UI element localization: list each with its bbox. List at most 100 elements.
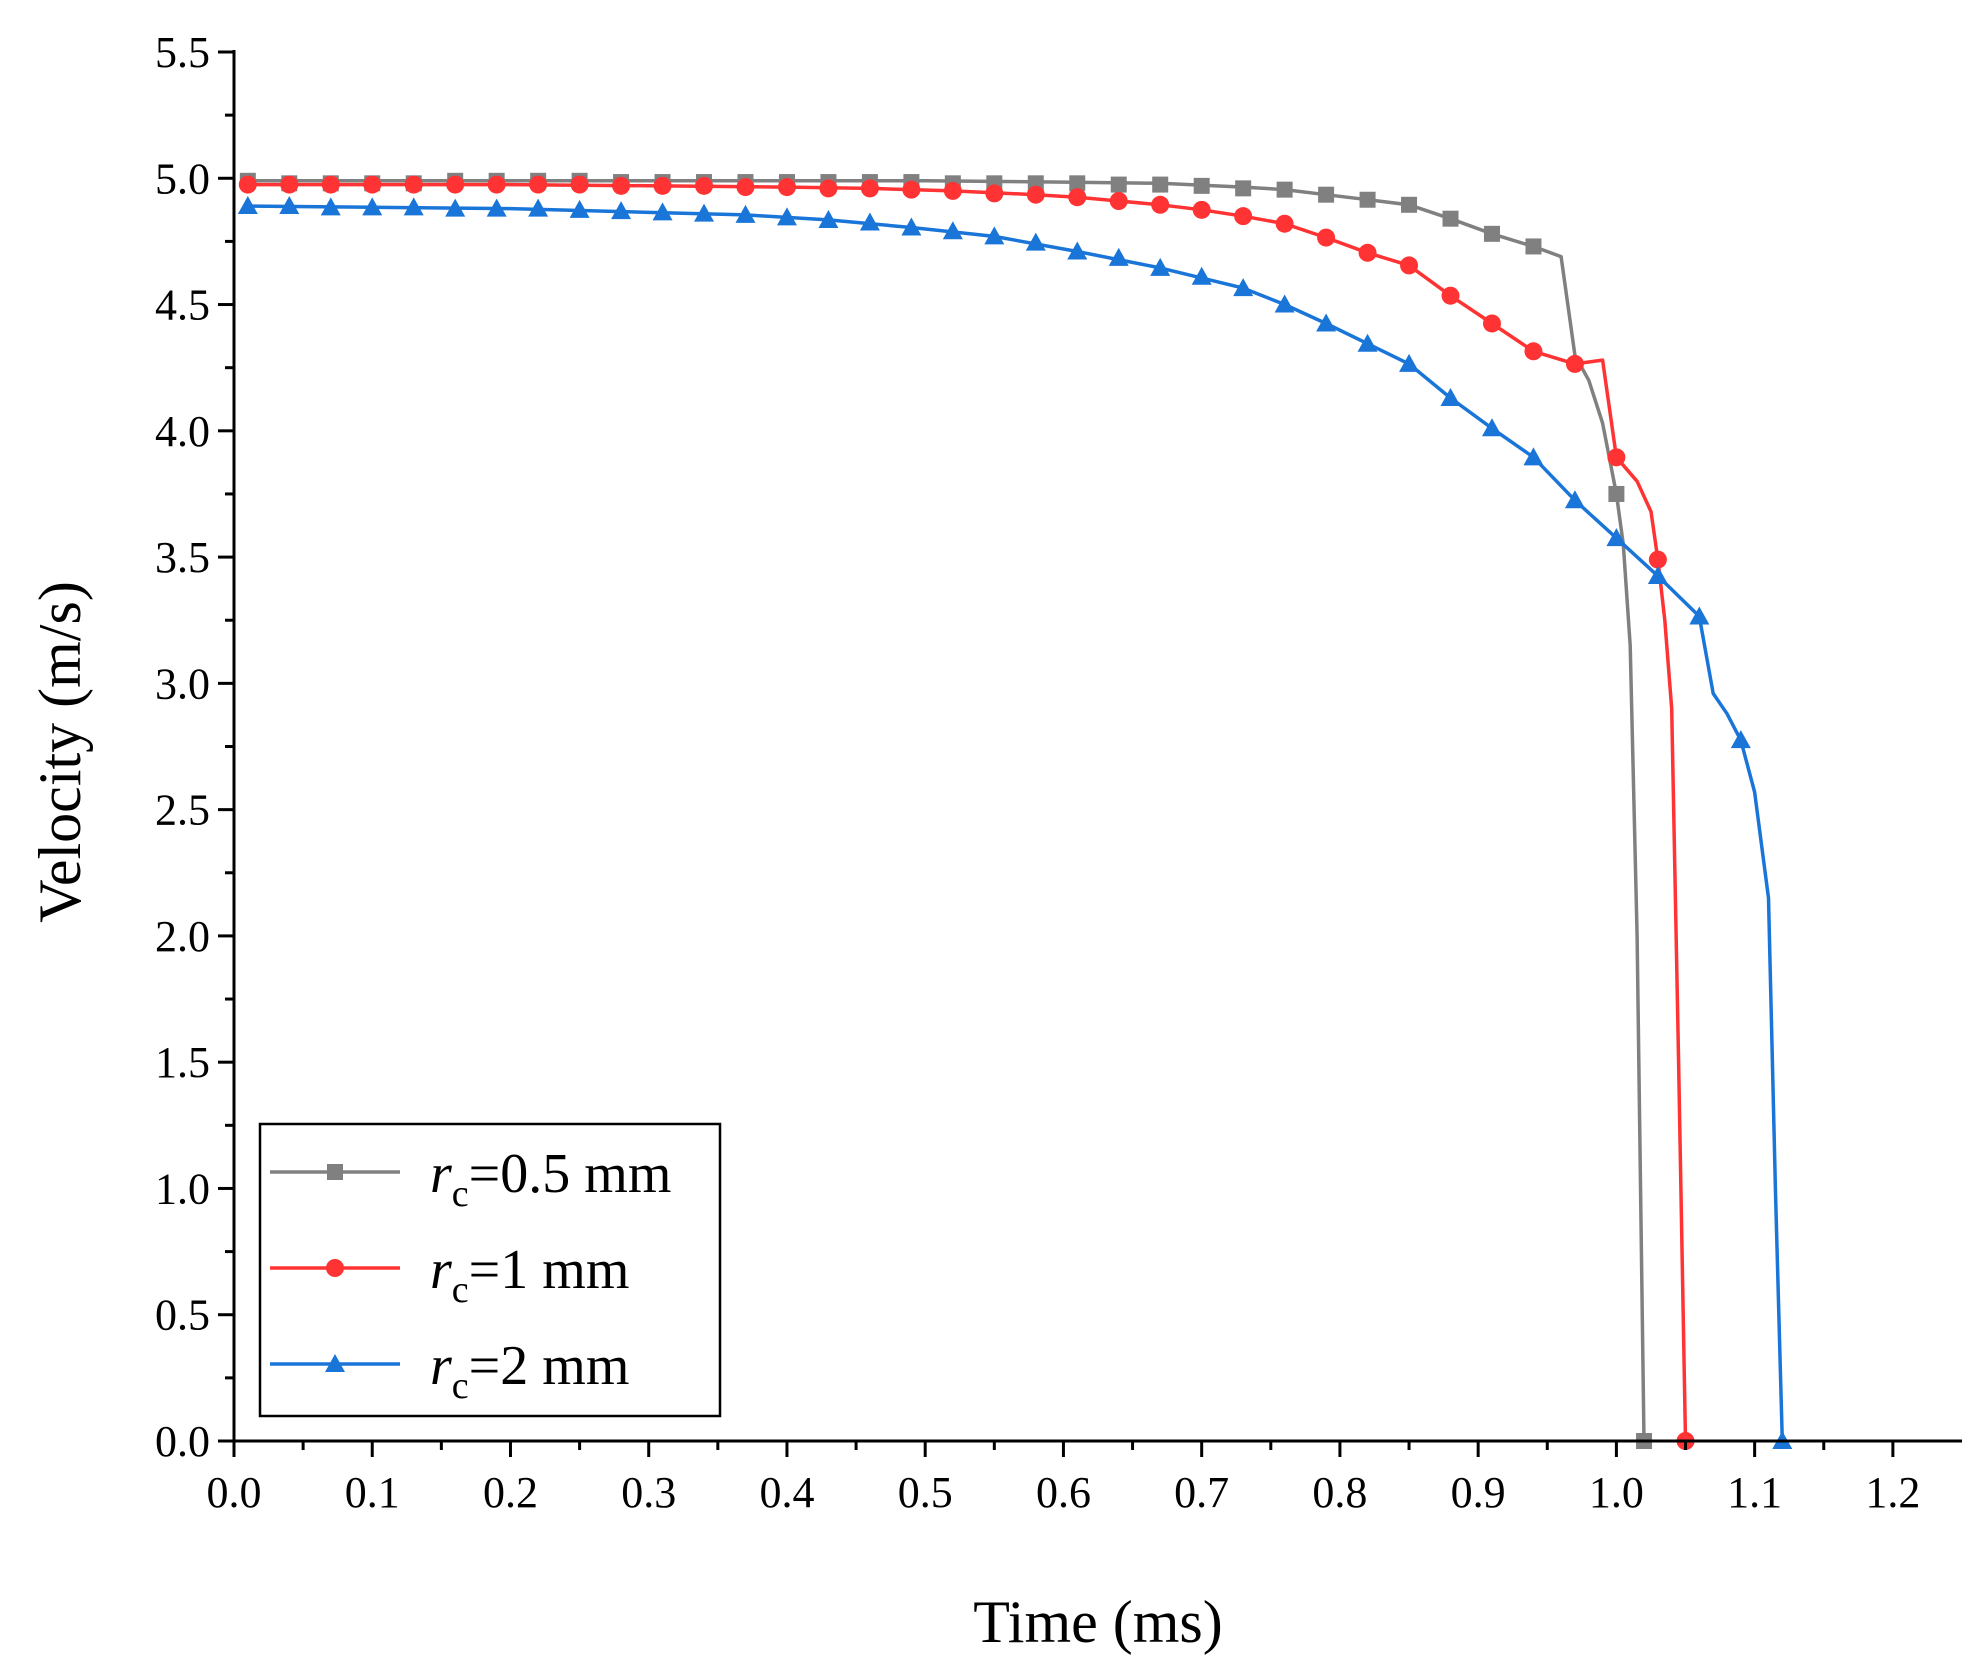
data-point: [529, 175, 548, 194]
data-point: [1068, 188, 1087, 207]
data-point: [570, 175, 589, 194]
data-point: [1318, 186, 1335, 203]
data-point: [528, 198, 549, 217]
data-point: [1234, 207, 1253, 226]
data-point: [238, 175, 257, 194]
x-tick-label: 0.9: [1451, 1468, 1506, 1517]
data-point: [1442, 210, 1459, 227]
data-point: [1317, 228, 1336, 247]
series-rc-1-mm: [238, 175, 1695, 1450]
legend-item: rc=0.5 mm: [270, 1143, 671, 1215]
data-point: [1193, 177, 1210, 194]
data-point: [1151, 195, 1170, 214]
data-point: [1191, 266, 1212, 285]
data-point: [1400, 256, 1419, 275]
y-tick-label: 1.5: [155, 1038, 210, 1087]
data-point: [653, 176, 672, 195]
data-point: [818, 209, 839, 228]
y-tick-label: 0.0: [155, 1417, 210, 1466]
data-point: [1440, 387, 1461, 406]
data-point: [777, 178, 796, 197]
legend-item: rc=2 mm: [270, 1335, 629, 1407]
y-tick-label: 1.0: [155, 1164, 210, 1213]
data-point: [1564, 490, 1585, 509]
data-point: [1730, 730, 1751, 749]
data-point: [1316, 313, 1337, 332]
data-point: [237, 196, 258, 215]
x-tick-label: 0.4: [759, 1468, 814, 1517]
data-point: [860, 179, 879, 198]
axes-layer: 0.0 0.1 0.2 0.3 0.4 0.5 0.6 0.7 0.8 0.9 1.0 1.1 1.2 0…: [155, 28, 1962, 1517]
data-point: [280, 175, 299, 194]
data-point: [984, 226, 1005, 245]
x-tick-label: 1.1: [1727, 1468, 1782, 1517]
data-point: [652, 202, 673, 221]
x-tick-label: 0.2: [483, 1468, 538, 1517]
data-point: [735, 204, 756, 223]
data-point: [1441, 286, 1460, 305]
data-point: [1525, 238, 1542, 255]
y-tick-label: 2.5: [155, 786, 210, 835]
data-point: [320, 197, 341, 216]
data-point: [1235, 180, 1252, 197]
x-tick-label: 0.1: [345, 1468, 400, 1517]
data-point: [1357, 333, 1378, 352]
data-point: [487, 175, 506, 194]
y-tick-label: 5.0: [155, 154, 210, 203]
data-point: [1026, 185, 1045, 204]
y-tick-label: 3.5: [155, 533, 210, 582]
data-point: [1607, 448, 1626, 467]
series-line: [247, 182, 1688, 1442]
data-point: [776, 207, 797, 226]
data-point: [1025, 232, 1046, 251]
data-point: [404, 175, 423, 194]
x-tick-label: 1.0: [1589, 1468, 1644, 1517]
data-point: [1192, 200, 1211, 219]
data-point: [1275, 214, 1294, 233]
legend-item: rc=1 mm: [270, 1239, 629, 1311]
data-point: [1152, 176, 1169, 193]
data-point: [486, 198, 507, 217]
data-point: [1524, 342, 1543, 361]
data-point: [321, 175, 340, 194]
legend-marker: [326, 1259, 344, 1277]
y-tick-label: 0.5: [155, 1291, 210, 1340]
x-tick-label: 0.6: [1036, 1468, 1091, 1517]
data-point: [1276, 181, 1293, 198]
x-tick-label: 0.3: [621, 1468, 676, 1517]
legend-marker: [325, 1354, 345, 1372]
x-tick-label: 1.2: [1865, 1468, 1920, 1517]
data-point: [1481, 418, 1502, 437]
data-point: [985, 184, 1004, 203]
data-point: [1523, 447, 1544, 466]
data-point: [736, 178, 755, 197]
data-point: [1483, 225, 1500, 242]
data-point: [569, 199, 590, 218]
x-tick-label: 0.5: [898, 1468, 953, 1517]
y-tick-label: 5.5: [155, 28, 210, 77]
data-point: [1648, 550, 1667, 569]
data-point: [1110, 176, 1127, 193]
data-point: [1109, 192, 1128, 211]
data-point: [363, 175, 382, 194]
data-point: [1689, 606, 1710, 625]
data-point: [1150, 257, 1171, 276]
data-point: [902, 180, 921, 199]
data-point: [1067, 241, 1088, 260]
data-point: [279, 196, 300, 215]
data-point: [1606, 528, 1627, 547]
data-point: [362, 197, 383, 216]
data-point: [942, 221, 963, 240]
y-tick-label: 3.0: [155, 659, 210, 708]
data-point: [1108, 247, 1129, 266]
data-point: [1359, 191, 1376, 208]
data-point: [1274, 294, 1295, 313]
data-point: [612, 176, 631, 195]
data-point: [1399, 353, 1420, 372]
legend-label: rc=0.5 mm: [430, 1143, 671, 1215]
series-layer: [237, 172, 1793, 1450]
x-tick-label: 0.7: [1174, 1468, 1229, 1517]
y-tick-label: 2.0: [155, 912, 210, 961]
